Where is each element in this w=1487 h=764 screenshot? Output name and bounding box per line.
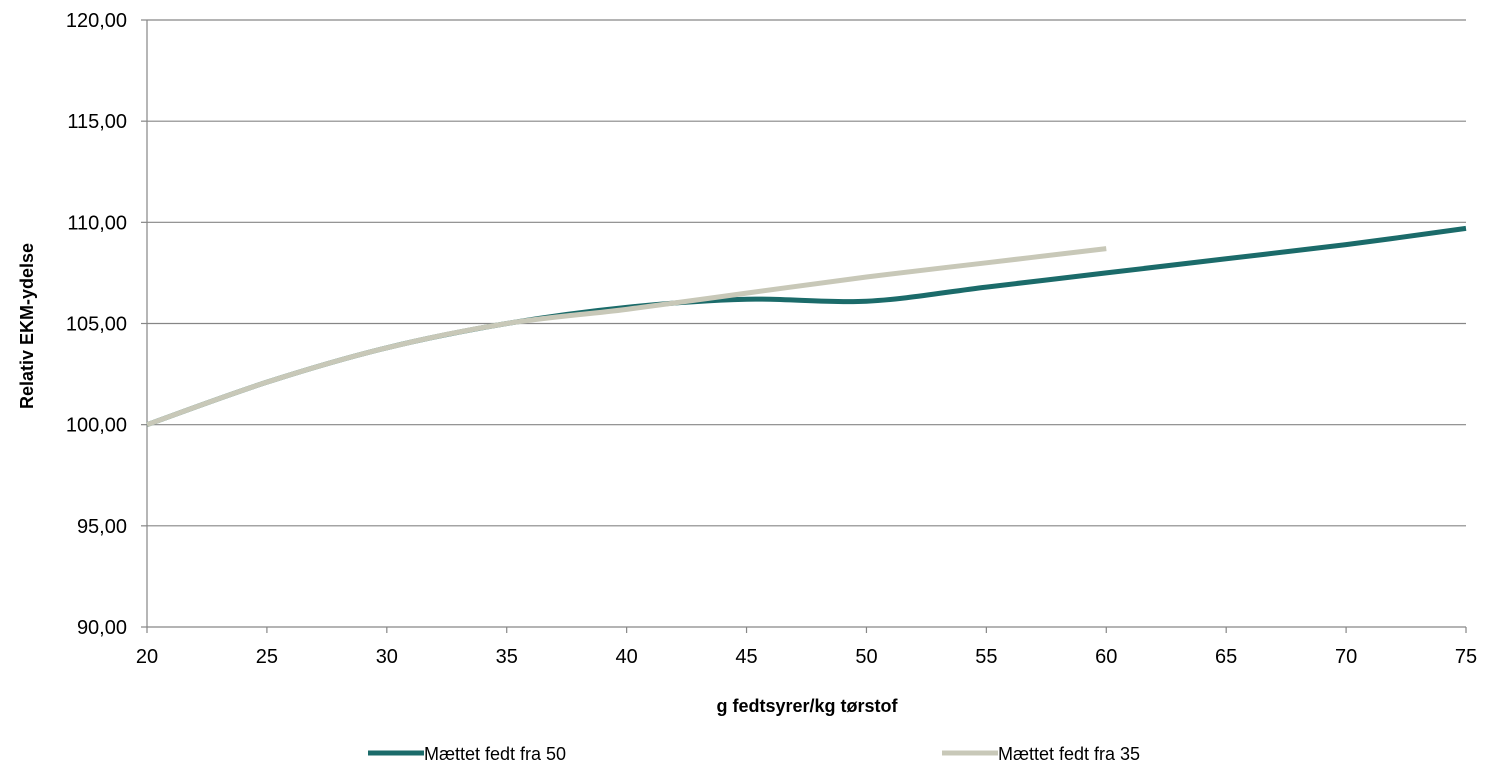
x-tick-label: 35 — [496, 646, 518, 668]
y-tick-label: 110,00 — [67, 212, 127, 234]
x-tick-label: 45 — [735, 646, 757, 668]
x-axis-title: g fedtsyrer/kg tørstof — [716, 696, 898, 716]
x-tick-label: 25 — [256, 646, 278, 668]
legend: Mættet fedt fra 50 Mættet fedt fra 35 — [368, 744, 1140, 764]
x-tick-label: 55 — [975, 646, 997, 668]
series-line-2 — [146, 246, 1107, 428]
y-axis-title: Relativ EKM-ydelse — [17, 243, 37, 409]
y-tick-label: 105,00 — [66, 314, 127, 336]
x-tick-label: 75 — [1455, 646, 1477, 668]
x-tick-label: 65 — [1215, 646, 1237, 668]
legend-label-2: Mættet fedt fra 35 — [998, 744, 1140, 764]
x-tick-label: 60 — [1095, 646, 1117, 668]
x-tick-label: 40 — [616, 646, 638, 668]
x-tick-label: 30 — [376, 646, 398, 668]
x-tick-label: 20 — [136, 646, 158, 668]
x-tick-label: 70 — [1335, 646, 1357, 668]
y-tick-label: 90,00 — [77, 617, 127, 639]
y-tick-label: 95,00 — [77, 516, 127, 538]
legend-label-1: Mættet fedt fra 50 — [424, 744, 566, 764]
y-tick-label: 115,00 — [67, 111, 127, 133]
x-tick-label: 50 — [855, 646, 877, 668]
y-tick-label: 100,00 — [66, 415, 127, 437]
y-tick-label: 120,00 — [66, 10, 127, 32]
series-line-1 — [146, 225, 1467, 428]
